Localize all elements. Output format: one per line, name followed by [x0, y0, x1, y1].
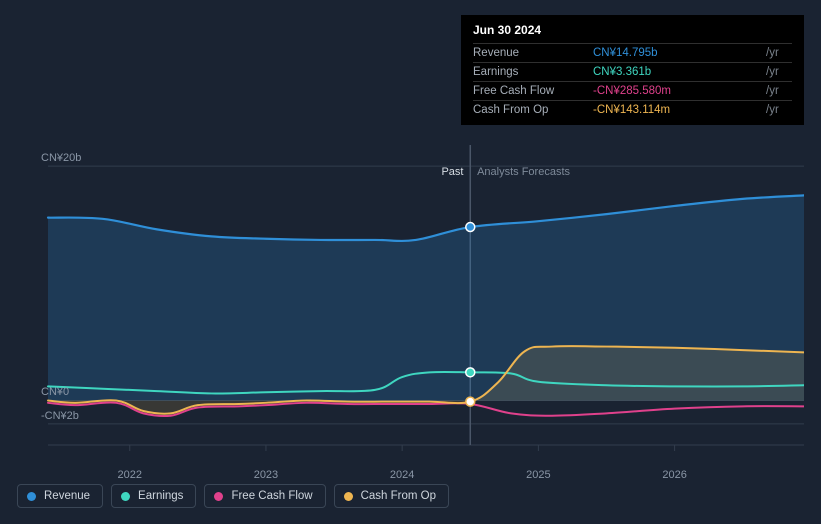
- tooltip-row: Free Cash Flow-CN¥285.580m/yr: [473, 82, 792, 101]
- tooltip-metric: Revenue: [473, 44, 593, 63]
- tooltip-row: EarningsCN¥3.361b/yr: [473, 63, 792, 82]
- legend-swatch: [121, 492, 130, 501]
- x-axis-label: 2026: [662, 469, 686, 481]
- section-label-past: Past: [441, 166, 463, 178]
- tooltip-unit: /yr: [762, 63, 792, 82]
- y-axis-label: CN¥0: [41, 386, 69, 398]
- tooltip-unit: /yr: [762, 82, 792, 101]
- tooltip-value: -CN¥285.580m: [593, 82, 762, 101]
- financials-chart: -CN¥2b CN¥0 CN¥20b 2022 2023 2024 2025 2026 Pa…: [0, 0, 821, 524]
- x-axis-label: 2022: [117, 469, 141, 481]
- x-axis-label: 2023: [254, 469, 278, 481]
- tooltip-value: -CN¥143.114m: [593, 101, 762, 120]
- tooltip-date: Jun 30 2024: [473, 23, 792, 37]
- legend-item[interactable]: Cash From Op: [334, 484, 449, 508]
- legend: Revenue Earnings Free Cash Flow Cash From O…: [17, 484, 449, 508]
- tooltip-unit: /yr: [762, 44, 792, 63]
- tooltip-value: CN¥14.795b: [593, 44, 762, 63]
- legend-item[interactable]: Free Cash Flow: [204, 484, 325, 508]
- legend-swatch: [214, 492, 223, 501]
- legend-label: Revenue: [44, 490, 90, 502]
- tooltip-metric: Free Cash Flow: [473, 82, 593, 101]
- legend-label: Free Cash Flow: [231, 490, 312, 502]
- tooltip-value: CN¥3.361b: [593, 63, 762, 82]
- tooltip-unit: /yr: [762, 101, 792, 120]
- legend-item[interactable]: Earnings: [111, 484, 196, 508]
- y-axis-label: -CN¥2b: [41, 410, 79, 422]
- legend-swatch: [344, 492, 353, 501]
- hover-tooltip: Jun 30 2024 RevenueCN¥14.795b/yrEarnings…: [461, 15, 804, 125]
- y-axis-label: CN¥20b: [41, 152, 81, 164]
- legend-item[interactable]: Revenue: [17, 484, 103, 508]
- tooltip-table: RevenueCN¥14.795b/yrEarningsCN¥3.361b/yr…: [473, 43, 792, 119]
- section-label-forecast: Analysts Forecasts: [477, 166, 570, 178]
- legend-label: Cash From Op: [361, 490, 436, 502]
- tooltip-metric: Cash From Op: [473, 101, 593, 120]
- legend-swatch: [27, 492, 36, 501]
- tooltip-metric: Earnings: [473, 63, 593, 82]
- x-axis-label: 2025: [526, 469, 550, 481]
- tooltip-row: Cash From Op-CN¥143.114m/yr: [473, 101, 792, 120]
- x-axis-label: 2024: [390, 469, 414, 481]
- tooltip-row: RevenueCN¥14.795b/yr: [473, 44, 792, 63]
- legend-label: Earnings: [138, 490, 183, 502]
